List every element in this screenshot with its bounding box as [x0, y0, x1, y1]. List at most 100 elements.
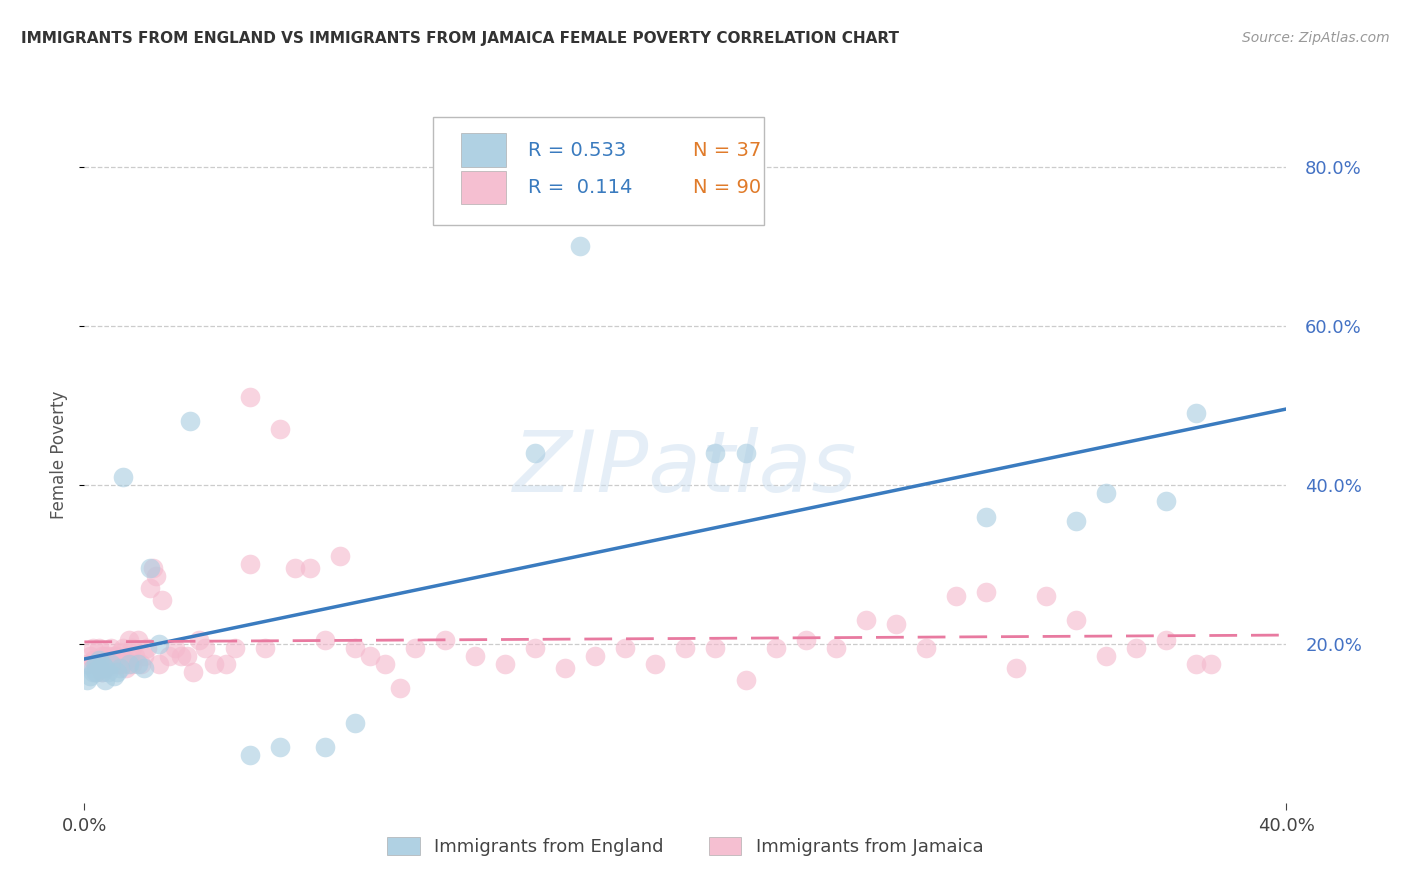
Point: [1035, 589, 1057, 603]
Point: [298, 561, 321, 575]
Point: [194, 640, 217, 655]
Point: [214, 657, 236, 671]
Point: [86, 665, 108, 679]
Point: [121, 640, 143, 655]
Point: [1156, 632, 1178, 647]
Point: [110, 657, 132, 671]
Point: [148, 637, 170, 651]
Point: [118, 632, 141, 647]
Point: [94, 660, 117, 674]
Point: [569, 239, 592, 253]
Text: Source: ZipAtlas.com: Source: ZipAtlas.com: [1241, 31, 1389, 45]
Point: [464, 648, 486, 663]
Point: [239, 748, 262, 763]
Point: [112, 657, 135, 671]
Point: [127, 632, 149, 647]
Point: [91, 648, 114, 663]
Point: [179, 414, 201, 428]
Point: [269, 740, 291, 755]
FancyBboxPatch shape: [433, 118, 763, 226]
Point: [157, 648, 180, 663]
Point: [239, 390, 262, 404]
Point: [202, 657, 225, 671]
Point: [434, 632, 457, 647]
Point: [855, 613, 877, 627]
Point: [644, 657, 666, 671]
Point: [1185, 657, 1208, 671]
Point: [1005, 660, 1028, 674]
Point: [269, 422, 291, 436]
Point: [359, 648, 381, 663]
Point: [86, 665, 108, 679]
Point: [374, 657, 396, 671]
Point: [142, 561, 165, 575]
Point: [134, 660, 156, 674]
Point: [79, 648, 101, 663]
Point: [121, 657, 143, 671]
Point: [86, 657, 108, 671]
Point: [110, 660, 132, 674]
Point: [89, 653, 111, 667]
Legend: Immigrants from England, Immigrants from Jamaica: Immigrants from England, Immigrants from…: [380, 830, 991, 863]
Point: [1185, 406, 1208, 420]
Point: [91, 665, 114, 679]
Point: [103, 657, 125, 671]
Text: N = 90: N = 90: [693, 178, 761, 197]
Point: [100, 657, 122, 671]
Point: [1125, 640, 1147, 655]
Bar: [461, 171, 506, 204]
Point: [118, 648, 141, 663]
Point: [115, 653, 138, 667]
Point: [97, 648, 120, 663]
Point: [1201, 657, 1223, 671]
Text: R = 0.533: R = 0.533: [527, 141, 626, 160]
Point: [169, 648, 191, 663]
Point: [1156, 493, 1178, 508]
Point: [765, 640, 787, 655]
Point: [82, 640, 104, 655]
Point: [1064, 613, 1087, 627]
Point: [118, 657, 141, 671]
Point: [152, 593, 174, 607]
Point: [82, 653, 104, 667]
Point: [76, 673, 98, 687]
Point: [554, 660, 576, 674]
Point: [163, 640, 186, 655]
Point: [181, 665, 204, 679]
Point: [524, 640, 547, 655]
Point: [1095, 648, 1118, 663]
Point: [343, 640, 366, 655]
Point: [100, 640, 122, 655]
Point: [314, 740, 336, 755]
Point: [103, 648, 125, 663]
Point: [107, 665, 129, 679]
Point: [945, 589, 967, 603]
Point: [734, 446, 756, 460]
Point: [614, 640, 637, 655]
Y-axis label: Female Poverty: Female Poverty: [51, 391, 69, 519]
Point: [94, 660, 117, 674]
Point: [314, 632, 336, 647]
Point: [734, 673, 756, 687]
Point: [100, 657, 122, 671]
Point: [284, 561, 307, 575]
Point: [124, 648, 146, 663]
Point: [91, 657, 114, 671]
Point: [224, 640, 246, 655]
Point: [176, 648, 198, 663]
Point: [704, 640, 727, 655]
Point: [89, 660, 111, 674]
Point: [524, 446, 547, 460]
Point: [94, 673, 117, 687]
Point: [583, 648, 606, 663]
Point: [915, 640, 938, 655]
Point: [82, 660, 104, 674]
Bar: [461, 134, 506, 167]
Point: [134, 648, 156, 663]
Point: [112, 470, 135, 484]
Point: [127, 657, 149, 671]
Point: [974, 509, 997, 524]
Text: R =  0.114: R = 0.114: [527, 178, 633, 197]
Point: [388, 681, 411, 695]
Point: [239, 558, 262, 572]
